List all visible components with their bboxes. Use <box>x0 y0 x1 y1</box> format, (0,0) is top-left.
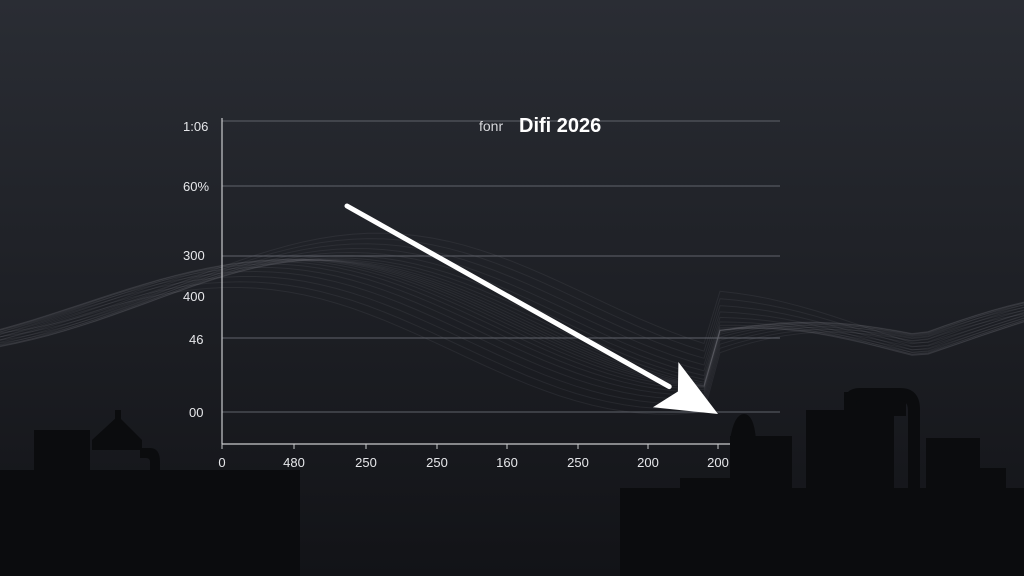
wave-line <box>0 258 1024 387</box>
wave-line <box>0 243 1024 359</box>
y-tick-labels: 1:06 60% 300 400 46 00 <box>183 119 209 420</box>
wave-line <box>0 270 1024 400</box>
wave-line <box>0 251 1024 372</box>
wave-line <box>0 258 1024 388</box>
y-tick-label: 60% <box>183 179 209 194</box>
industrial-silhouette-left <box>0 410 300 576</box>
wave-line <box>0 259 1024 387</box>
wave-line <box>0 247 1024 366</box>
wave-line <box>0 261 1024 391</box>
trend-arrow-line <box>344 203 672 390</box>
x-tick-label: 200 <box>707 455 729 470</box>
x-tick-label: 480 <box>283 455 305 470</box>
wave-line <box>0 266 1024 396</box>
wave-line <box>0 259 1024 385</box>
y-tick-label: 46 <box>189 332 203 347</box>
x-tick-label: 250 <box>426 455 448 470</box>
y-tick-label: 1:06 <box>183 119 208 134</box>
chart-title: Difi 2026 <box>519 115 601 137</box>
y-tick-label: 400 <box>183 289 205 304</box>
y-tick-label: 00 <box>189 405 203 420</box>
background-waves <box>0 232 1024 415</box>
x-tick-label: 160 <box>496 455 518 470</box>
wave-line <box>0 257 1024 380</box>
chart-title-prefix: fonr <box>479 118 503 134</box>
wave-line <box>0 276 1024 405</box>
wave-line <box>0 258 1024 387</box>
wave-line <box>0 258 1024 383</box>
wave-line <box>0 287 1024 415</box>
x-tick-label: 0 <box>218 455 225 470</box>
x-tick-label: 200 <box>637 455 659 470</box>
wave-line <box>0 259 1024 389</box>
arrow-down-right-icon <box>652 362 718 414</box>
industrial-silhouette-right <box>620 388 1024 576</box>
y-tick-label: 300 <box>183 248 205 263</box>
x-tick-label: 250 <box>355 455 377 470</box>
wave-line <box>0 259 1024 386</box>
x-tick-label: 250 <box>567 455 589 470</box>
wave-line <box>0 281 1024 410</box>
trend-series <box>344 203 718 414</box>
wave-line <box>0 232 1024 345</box>
gridlines <box>222 120 780 413</box>
wave-line <box>0 263 1024 393</box>
wave-line <box>0 238 1024 352</box>
